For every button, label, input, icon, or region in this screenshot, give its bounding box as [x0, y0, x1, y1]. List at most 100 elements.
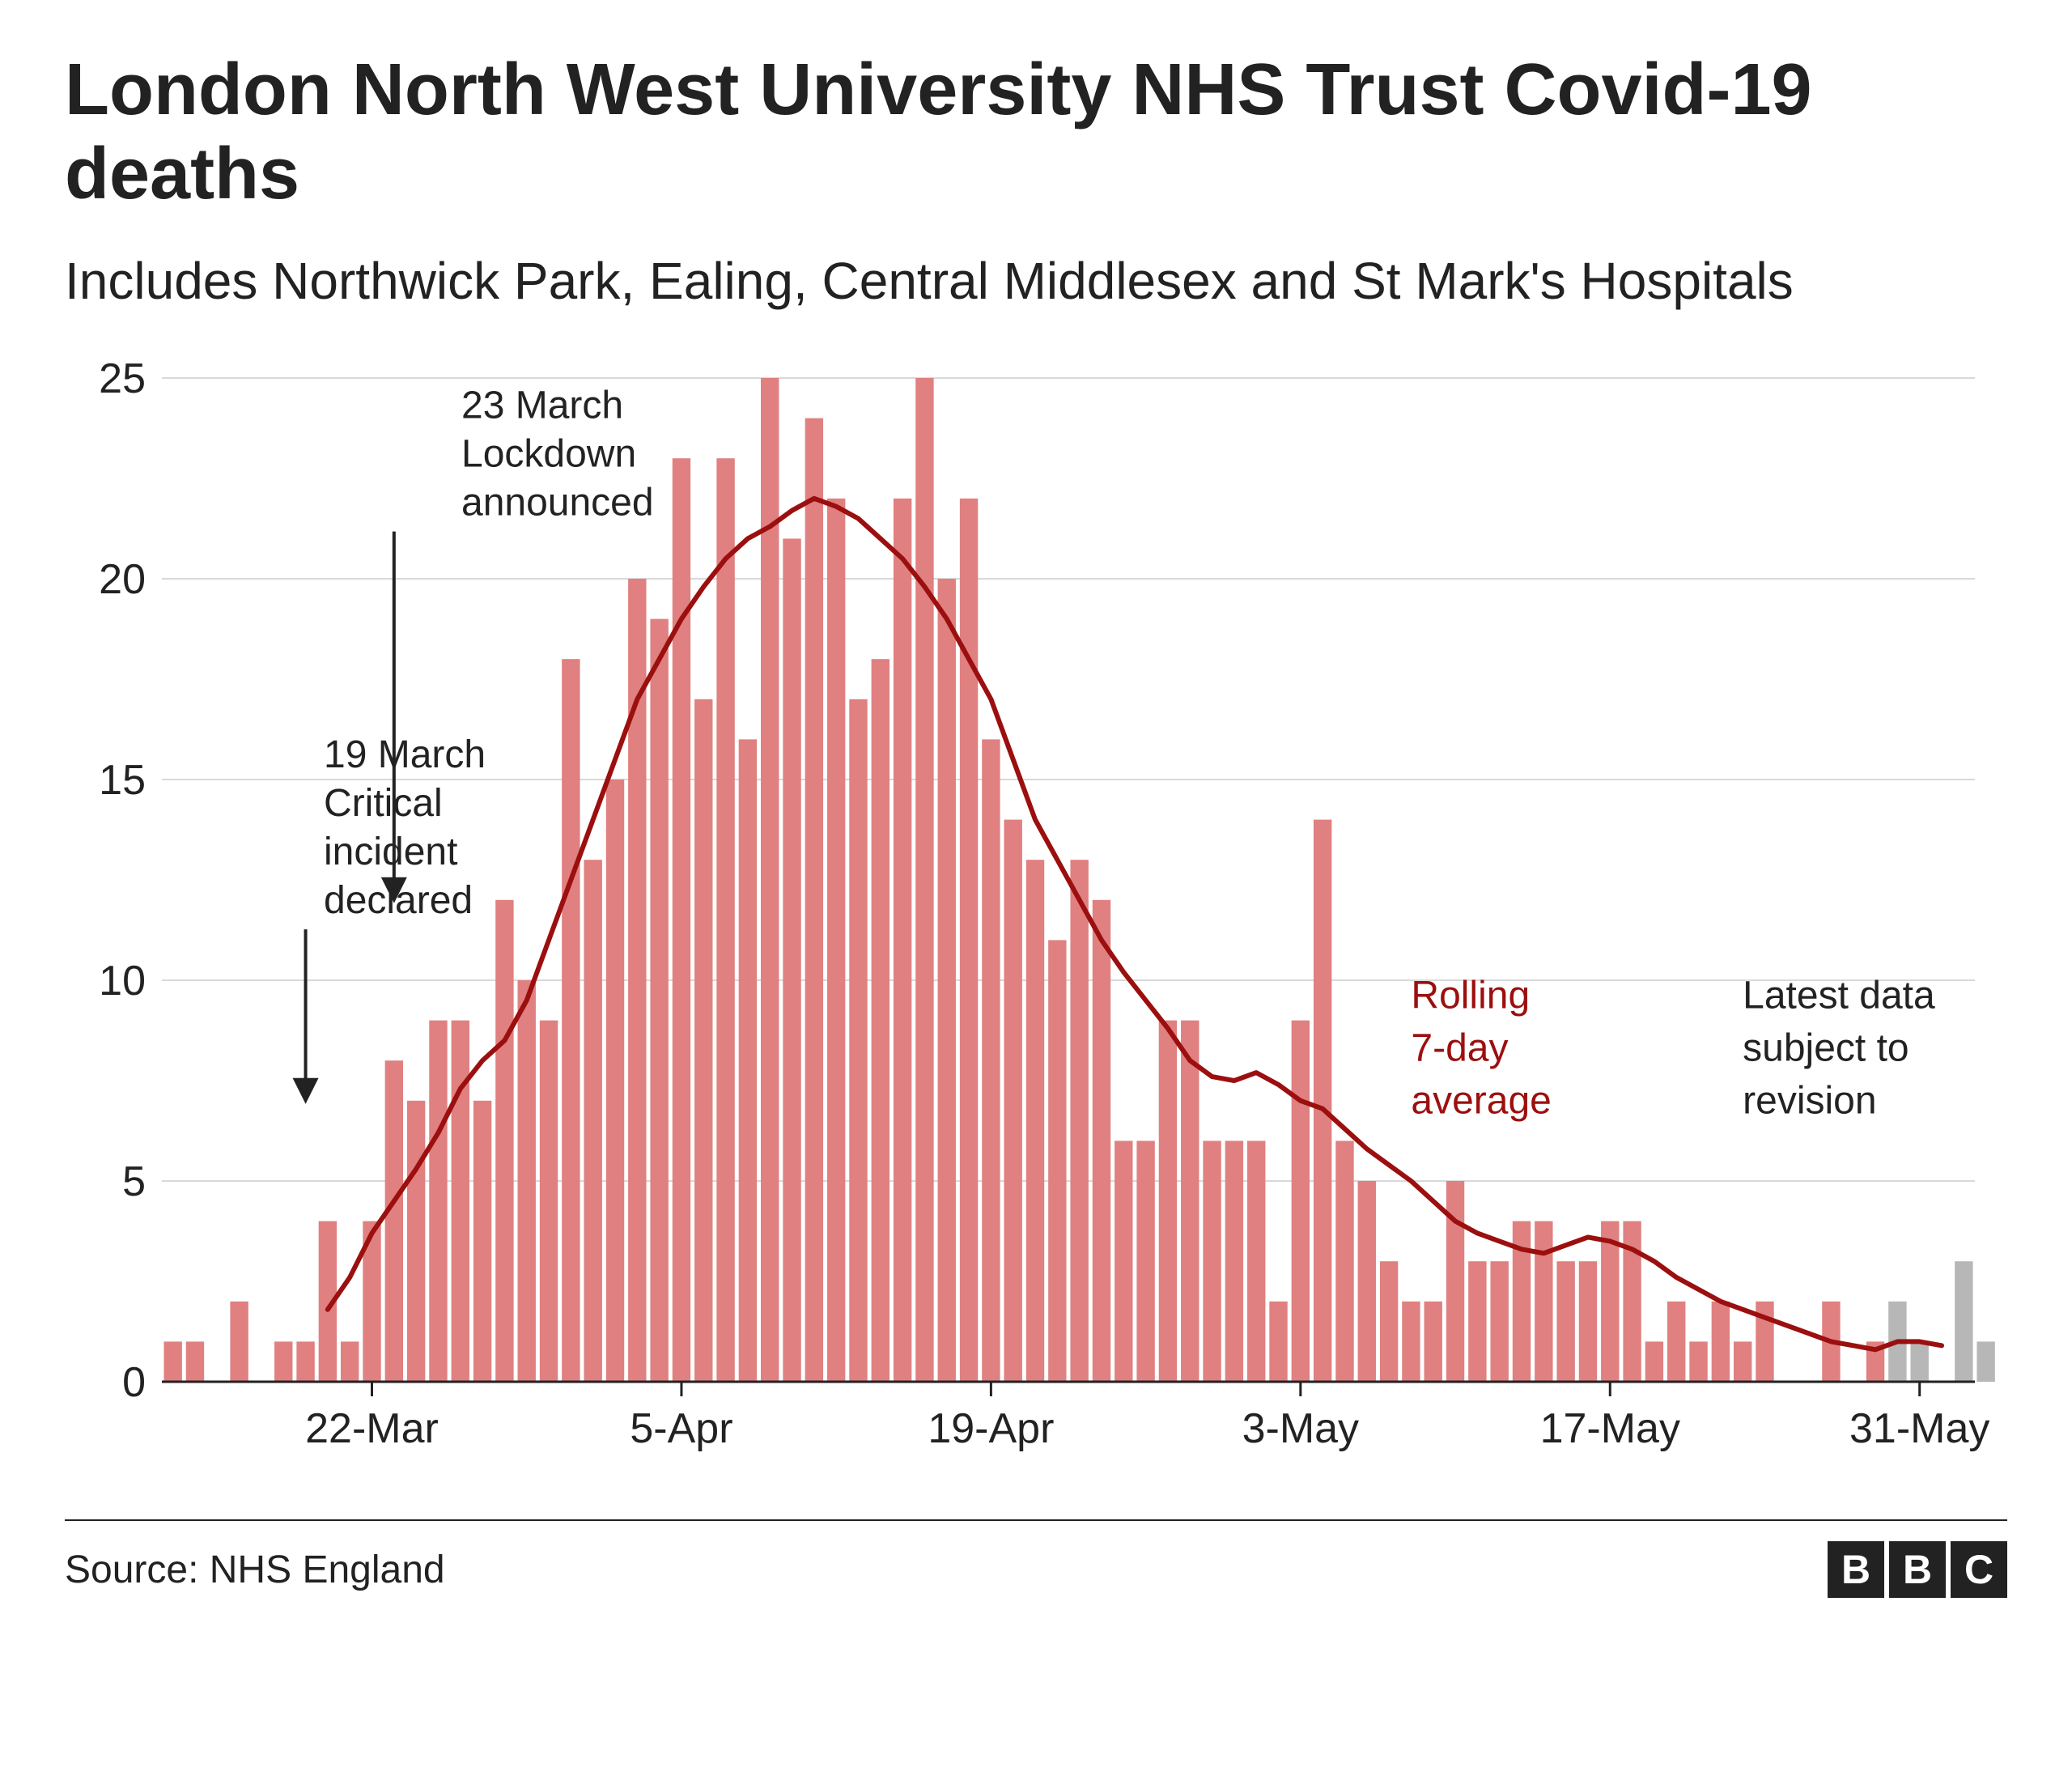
bar [849, 699, 867, 1382]
bar [1136, 1141, 1154, 1382]
bar [562, 659, 580, 1382]
chart-subtitle: Includes Northwick Park, Ealing, Central… [65, 249, 2007, 313]
label-rolling-avg: Rolling [1411, 975, 1530, 1017]
bar [452, 1021, 469, 1382]
bar [1292, 1021, 1310, 1382]
chart-title: London North West University NHS Trust C… [65, 49, 2007, 216]
bar [1556, 1261, 1574, 1382]
y-tick-label: 20 [99, 556, 146, 603]
bar [938, 579, 956, 1382]
bar [1446, 1181, 1464, 1382]
x-tick-label: 19-Apr [928, 1405, 1054, 1452]
y-tick-label: 15 [99, 757, 146, 804]
bar [495, 900, 513, 1382]
bar [960, 499, 978, 1382]
bar [805, 418, 823, 1382]
bar [915, 378, 933, 1382]
bar [1911, 1341, 1929, 1382]
bar [1955, 1261, 1972, 1382]
bar [1159, 1021, 1177, 1382]
bar [296, 1341, 314, 1382]
label-latest-data: subject to [1743, 1027, 1909, 1070]
chart-svg: 0 5 10 15 20 25 22-Mar 5-Apr 19-Apr 3-May 17-May 31… [81, 362, 2007, 1479]
bar [1314, 820, 1331, 1382]
bar [407, 1101, 425, 1382]
bar [673, 458, 690, 1382]
bar [163, 1341, 181, 1382]
bar [1247, 1141, 1265, 1382]
bar [1645, 1341, 1663, 1382]
bar [1225, 1141, 1243, 1382]
bbc-logo: B B C [1828, 1541, 2007, 1598]
bar [1203, 1141, 1221, 1382]
bar [894, 499, 911, 1382]
bar [1734, 1341, 1751, 1382]
footer-divider [65, 1519, 2007, 1521]
bar [1070, 860, 1088, 1382]
bar [584, 860, 601, 1382]
bar [827, 499, 845, 1382]
y-tick-label: 5 [122, 1158, 146, 1205]
bar [429, 1021, 447, 1382]
bar [1115, 1141, 1132, 1382]
label-rolling-avg: average [1411, 1079, 1551, 1122]
annotation-critical-incident: incident [324, 831, 457, 873]
source-label: Source: NHS England [65, 1548, 445, 1592]
bar [1490, 1261, 1508, 1382]
annotation-critical-incident: 19 March [324, 733, 486, 776]
bar [1269, 1302, 1287, 1382]
bar [1380, 1261, 1398, 1382]
bar [230, 1302, 248, 1382]
bar [1402, 1302, 1420, 1382]
x-tick-label: 22-Mar [305, 1405, 439, 1452]
bar [1026, 860, 1044, 1382]
y-tick-label: 0 [122, 1359, 146, 1406]
bar [473, 1101, 491, 1382]
bar [1181, 1021, 1199, 1382]
bar [1004, 820, 1022, 1382]
bar [1093, 900, 1110, 1382]
bar [186, 1341, 204, 1382]
bar [1424, 1302, 1442, 1382]
bar [650, 619, 668, 1382]
bar [1048, 940, 1066, 1382]
bar [1667, 1302, 1685, 1382]
bar [1358, 1181, 1376, 1382]
x-tick-label: 3-May [1242, 1405, 1359, 1452]
annotation-critical-incident: declared [324, 879, 473, 922]
bar [739, 739, 757, 1382]
bar [1579, 1261, 1597, 1382]
annotation-lockdown: 23 March [461, 384, 623, 427]
bbc-logo-letter: C [1951, 1541, 2007, 1598]
y-tick-label: 10 [99, 958, 146, 1005]
annotation-critical-incident: Critical [324, 782, 443, 825]
bar [982, 739, 1000, 1382]
label-latest-data: revision [1743, 1079, 1876, 1122]
bar [1468, 1261, 1486, 1382]
bbc-logo-letter: B [1889, 1541, 1946, 1598]
y-tick-label: 25 [99, 362, 146, 402]
x-tick-label: 5-Apr [630, 1405, 732, 1452]
x-tick-label: 17-May [1540, 1405, 1680, 1452]
bbc-logo-letter: B [1828, 1541, 1884, 1598]
bar [783, 538, 800, 1382]
label-latest-data: Latest data [1743, 975, 1935, 1017]
annotation-lockdown: announced [461, 482, 654, 525]
bar [540, 1021, 558, 1382]
bar [385, 1060, 403, 1382]
bar [606, 780, 624, 1382]
bar [716, 458, 734, 1382]
plot-area: 0 5 10 15 20 25 22-Mar 5-Apr 19-Apr 3-May 17-May 31… [81, 362, 2007, 1479]
bar [694, 699, 712, 1382]
label-rolling-avg: 7-day [1411, 1027, 1508, 1070]
annotation-lockdown: Lockdown [461, 433, 636, 476]
bar [341, 1341, 359, 1382]
bar [1535, 1221, 1552, 1382]
bar [518, 980, 536, 1382]
bar [274, 1341, 292, 1382]
bar [1976, 1341, 1994, 1382]
bar [1335, 1141, 1353, 1382]
x-tick-label: 31-May [1849, 1405, 1989, 1452]
bar [872, 659, 890, 1382]
bar [1712, 1302, 1730, 1382]
